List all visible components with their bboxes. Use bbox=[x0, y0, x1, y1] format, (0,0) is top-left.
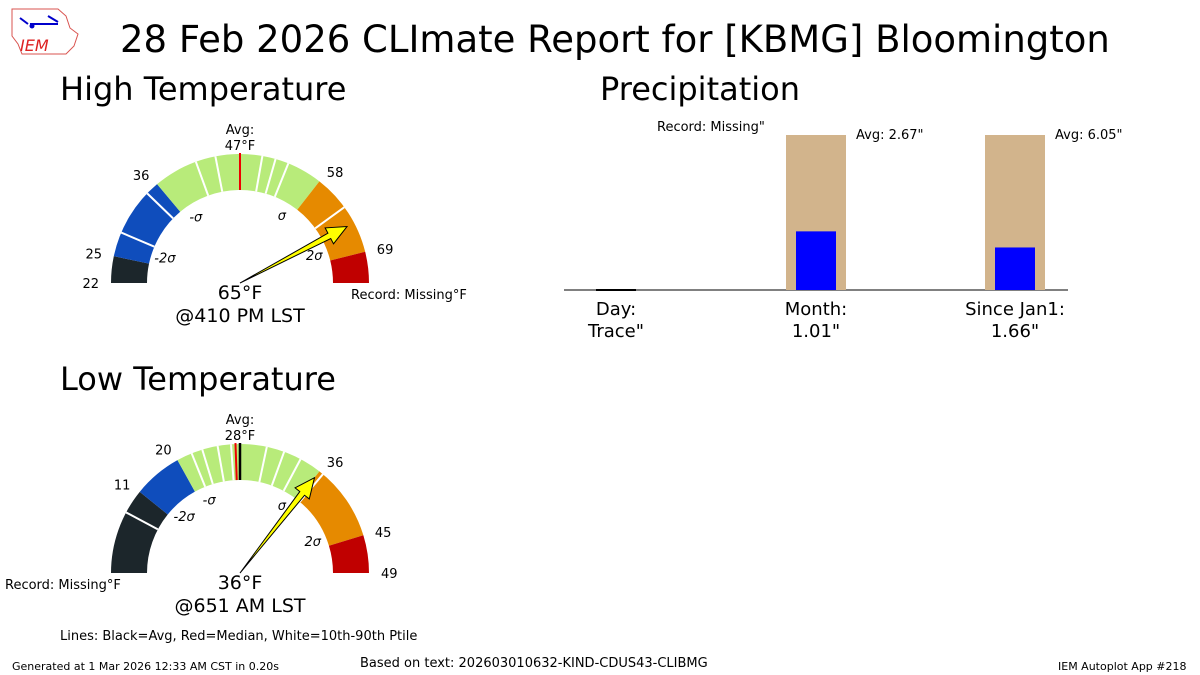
high-record-label: Record: Missing°F bbox=[351, 288, 467, 303]
sigma-label: -2σ bbox=[174, 510, 196, 525]
threshold-label: 11 bbox=[114, 478, 131, 493]
category-label: Month: bbox=[785, 299, 847, 320]
percentile-line bbox=[201, 449, 214, 485]
low-temp-value: 36°F bbox=[217, 572, 263, 594]
percentile-line bbox=[255, 155, 264, 192]
threshold-label: 49 bbox=[381, 567, 398, 582]
below-2sigma-segment bbox=[111, 256, 150, 283]
above-sigma-segment bbox=[297, 181, 366, 261]
above-sigma-segment bbox=[297, 471, 364, 546]
sigma-label: 2σ bbox=[304, 535, 321, 550]
value-arrow bbox=[239, 476, 316, 574]
percentile-line bbox=[214, 156, 224, 192]
percentile-line bbox=[125, 511, 159, 531]
percentile-line bbox=[264, 158, 277, 194]
sigma-label: σ bbox=[278, 499, 287, 514]
precip-chart: Record: Missing" Day:Trace" Avg: 2.67" Mont… bbox=[564, 120, 1123, 342]
normal-segment bbox=[157, 154, 320, 212]
app-note: IEM Autoplot App #218 bbox=[1058, 660, 1187, 673]
generated-note: Generated at 1 Mar 2026 12:33 AM CST in … bbox=[12, 660, 279, 673]
percentile-line bbox=[270, 451, 286, 486]
threshold-label: 25 bbox=[86, 248, 103, 263]
above-2sigma-segment bbox=[328, 535, 369, 573]
avg-value-label: 28°F bbox=[225, 429, 256, 444]
below-2sigma-segment bbox=[111, 491, 168, 573]
low-temp-gauge: 11 20 36 45 49 Avg:28°F -2σ -σ σ 2σ bbox=[111, 413, 398, 582]
percentile-line bbox=[190, 453, 207, 488]
percentile-line bbox=[314, 206, 345, 230]
svg-text:IEM: IEM bbox=[20, 36, 49, 55]
below-sigma-segment bbox=[139, 460, 195, 515]
category-label: Day: bbox=[596, 299, 636, 320]
category-value-label: Trace" bbox=[587, 321, 644, 342]
observed-bar bbox=[995, 247, 1035, 290]
percentile-line bbox=[194, 161, 210, 196]
threshold-label: 69 bbox=[377, 243, 394, 258]
low-record-label: Record: Missing°F bbox=[5, 578, 121, 593]
percentile-line bbox=[230, 444, 235, 481]
median-line bbox=[234, 443, 238, 481]
avg-label: Avg: bbox=[226, 413, 254, 428]
low-temp-title: Low Temperature bbox=[60, 360, 336, 398]
percentile-line bbox=[216, 445, 225, 482]
threshold-label: 22 bbox=[82, 277, 99, 292]
threshold-label: 45 bbox=[375, 526, 392, 541]
precip-title: Precipitation bbox=[600, 70, 801, 108]
avg-value-label: 47°F bbox=[225, 139, 256, 154]
legend-note: Lines: Black=Avg, Red=Median, White=10th… bbox=[60, 629, 418, 644]
low-temp-time: @651 AM LST bbox=[174, 595, 306, 617]
observed-bar bbox=[796, 231, 836, 290]
below-sigma-segment bbox=[113, 184, 181, 264]
high-temp-time: @410 PM LST bbox=[175, 305, 305, 327]
normal-segment bbox=[177, 444, 320, 500]
avg-annotation: Avg: 2.67" bbox=[856, 128, 924, 143]
page-title: 28 Feb 2026 CLImate Report for [KBMG] Bl… bbox=[120, 18, 1110, 61]
threshold-label: 36 bbox=[327, 456, 344, 471]
category-label: Since Jan1: bbox=[965, 299, 1065, 320]
percentile-line bbox=[258, 446, 268, 483]
iem-logo: IEM bbox=[11, 8, 79, 55]
category-value-label: 1.01" bbox=[792, 321, 840, 342]
threshold-label: 36 bbox=[133, 169, 150, 184]
category-value-label: 1.66" bbox=[991, 321, 1039, 342]
record-annotation: Record: Missing" bbox=[657, 120, 765, 135]
high-temp-title: High Temperature bbox=[60, 70, 347, 108]
avg-label: Avg: bbox=[226, 123, 254, 138]
percentile-line bbox=[282, 458, 302, 492]
above-2sigma-segment bbox=[330, 251, 369, 283]
avg-annotation: Avg: 6.05" bbox=[1055, 128, 1123, 143]
high-temp-value: 65°F bbox=[217, 282, 263, 304]
source-note: Based on text: 202603010632-KIND-CDUS43-… bbox=[360, 656, 708, 671]
threshold-label: 58 bbox=[327, 166, 344, 181]
high-temp-readout: 65°F @410 PM LST bbox=[0, 282, 480, 328]
sigma-label: -2σ bbox=[154, 252, 176, 267]
sigma-label: -σ bbox=[189, 211, 203, 226]
threshold-label: 20 bbox=[155, 444, 172, 459]
percentile-line bbox=[273, 163, 290, 198]
sigma-label: σ bbox=[278, 209, 287, 224]
sigma-label: 2σ bbox=[306, 249, 323, 264]
high-temp-gauge: 22 25 36 58 69 Avg:47°F -2σ -σ σ 2σ bbox=[82, 123, 394, 292]
low-temp-readout: 36°F @651 AM LST bbox=[0, 572, 480, 618]
sigma-label: -σ bbox=[203, 493, 217, 508]
percentile-line bbox=[120, 231, 155, 248]
percentile-line bbox=[146, 192, 174, 220]
value-arrow bbox=[239, 225, 349, 284]
